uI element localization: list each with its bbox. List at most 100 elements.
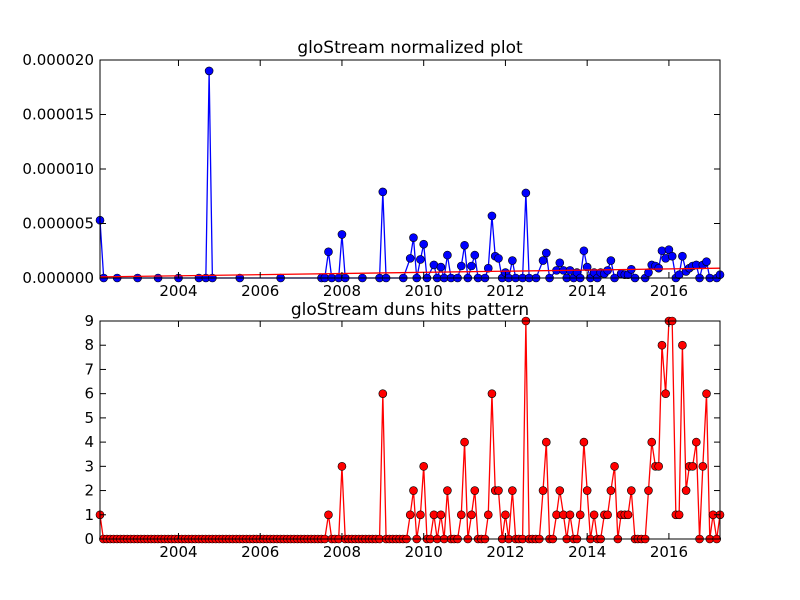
data-point-0-0-44 bbox=[483, 263, 493, 273]
x-tick-label-0-3: 2010 bbox=[405, 282, 443, 300]
data-point-1-0-67 bbox=[324, 510, 333, 520]
data-point-0-0-58 bbox=[541, 248, 551, 258]
data-point-1-0-115 bbox=[487, 389, 497, 398]
y-tick-label-0-4: 0.000020 bbox=[22, 51, 94, 69]
data-point-1-0-161 bbox=[644, 486, 653, 495]
data-point-1-0-114 bbox=[483, 510, 493, 520]
data-point-1-0-151 bbox=[610, 462, 619, 471]
data-point-1-0-143 bbox=[582, 486, 592, 495]
data-point-1-0-102 bbox=[443, 486, 452, 495]
data-point-1-0-166 bbox=[661, 389, 670, 398]
data-point-1-0-95 bbox=[419, 462, 428, 471]
bottom-chart-title: gloStream duns hits pattern bbox=[291, 300, 529, 320]
data-point-1-0-135 bbox=[555, 486, 565, 495]
data-point-1-0-142 bbox=[579, 437, 589, 447]
data-point-1-0-174 bbox=[688, 462, 697, 471]
data-point-1-0-149 bbox=[603, 510, 612, 520]
data-point-0-0-41 bbox=[470, 250, 480, 260]
data-point-1-0-172 bbox=[681, 486, 691, 495]
data-point-1-0-117 bbox=[494, 486, 503, 495]
data-point-0-0-47 bbox=[494, 254, 503, 263]
data-point-0-0-93 bbox=[674, 270, 684, 280]
data-point-1-0-156 bbox=[627, 486, 636, 495]
data-point-0-0-40 bbox=[467, 261, 476, 271]
y-tick-label-1-1: 1 bbox=[84, 506, 94, 524]
data-point-1-0-171 bbox=[678, 340, 687, 350]
data-point-1-0-175 bbox=[691, 437, 701, 447]
y-tick-label-1-6: 6 bbox=[84, 385, 94, 403]
x-tick-label-0-6: 2016 bbox=[650, 282, 688, 300]
data-point-1-0-178 bbox=[702, 389, 711, 398]
y-tick-label-0-3: 0.000015 bbox=[22, 106, 94, 124]
x-tick-label-0-5: 2014 bbox=[568, 282, 606, 300]
data-point-1-0-109 bbox=[467, 510, 476, 520]
data-point-0-0-25 bbox=[409, 233, 418, 242]
data-point-1-0-155 bbox=[623, 510, 633, 520]
data-point-1-0-71 bbox=[337, 462, 347, 471]
x-tick-label-1-3: 2010 bbox=[405, 543, 443, 561]
data-point-1-0-141 bbox=[575, 510, 585, 520]
data-point-0-0-32 bbox=[436, 262, 446, 272]
x-tick-label-1-1: 2006 bbox=[241, 543, 279, 561]
x-tick-label-0-0: 2004 bbox=[159, 282, 197, 300]
y-tick-label-1-5: 5 bbox=[84, 409, 94, 427]
data-point-1-0-138 bbox=[565, 510, 575, 520]
top-subplot: gloStream normalized plot 2004 2006 2008 20… bbox=[22, 38, 725, 300]
data-point-1-0-83 bbox=[378, 389, 388, 398]
data-point-1-0-107 bbox=[460, 437, 469, 447]
data-point-1-0-121 bbox=[508, 486, 517, 495]
y-tick-label-0-1: 0.000005 bbox=[22, 215, 94, 233]
bottom-plot-frame bbox=[99, 320, 721, 540]
data-point-0-0-68 bbox=[579, 246, 589, 256]
data-point-1-0-106 bbox=[456, 510, 466, 520]
data-point-1-0-100 bbox=[436, 510, 446, 520]
data-point-0-0-37 bbox=[456, 261, 466, 271]
data-point-1-0-145 bbox=[589, 510, 599, 520]
x-tick-label-1-6: 2016 bbox=[650, 543, 688, 561]
x-tick-label-0-2: 2008 bbox=[323, 282, 361, 300]
top-chart-title: gloStream normalized plot bbox=[297, 38, 523, 58]
data-point-1-0-92 bbox=[409, 486, 418, 495]
data-point-1-0-119 bbox=[501, 510, 510, 520]
data-point-0-0-8 bbox=[204, 66, 214, 76]
x-tick-label-1-0: 2004 bbox=[159, 543, 197, 561]
data-point-1-0-110 bbox=[470, 486, 480, 495]
y-tick-label-1-3: 3 bbox=[84, 457, 94, 475]
bottom-subplot: gloStream duns hits pattern 2004 2006 2008… bbox=[84, 300, 725, 561]
data-point-0-0-94 bbox=[678, 251, 687, 261]
bottom-y-ticks: 0 1 2 3 4 5 6 7 8 9 bbox=[84, 312, 720, 548]
bottom-x-ticks: 2004 2006 2008 2010 2012 2014 2016 bbox=[159, 321, 688, 561]
data-point-0-0-101 bbox=[702, 257, 711, 266]
x-tick-label-1-2: 2008 bbox=[323, 543, 361, 561]
data-point-0-0-28 bbox=[419, 239, 428, 249]
data-point-0-0-17 bbox=[337, 230, 347, 239]
data-point-1-0-131 bbox=[541, 437, 551, 447]
data-point-0-0-27 bbox=[416, 255, 425, 264]
series-line-0-1 bbox=[99, 267, 721, 278]
data-point-1-0-162 bbox=[647, 437, 657, 447]
data-point-1-0-165 bbox=[657, 340, 667, 350]
top-x-ticks: 2004 2006 2008 2010 2012 2014 2016 bbox=[159, 60, 688, 300]
data-point-0-0-61 bbox=[555, 258, 565, 268]
data-point-0-0-38 bbox=[460, 241, 469, 250]
y-tick-label-1-7: 7 bbox=[84, 360, 94, 378]
data-point-1-0-94 bbox=[416, 510, 425, 520]
y-tick-label-0-2: 0.000010 bbox=[22, 160, 94, 178]
data-point-0-0-76 bbox=[606, 256, 616, 265]
data-point-1-0-170 bbox=[674, 510, 684, 520]
data-point-1-0-91 bbox=[405, 510, 415, 520]
data-point-0-0-69 bbox=[582, 262, 592, 272]
data-point-0-0-51 bbox=[508, 256, 517, 265]
data-point-1-0-150 bbox=[606, 486, 616, 495]
data-point-0-0-54 bbox=[521, 188, 531, 198]
y-tick-label-1-0: 0 bbox=[84, 530, 94, 548]
x-tick-label-0-4: 2012 bbox=[486, 282, 524, 300]
series-0-1 bbox=[99, 267, 721, 278]
data-point-0-0-34 bbox=[443, 250, 452, 260]
data-point-1-0-164 bbox=[654, 462, 663, 471]
top-y-ticks: 0.000000 0.000005 0.000010 0.000015 0.000020 bbox=[22, 51, 720, 287]
data-point-0-0-91 bbox=[667, 251, 677, 261]
y-tick-label-0-0: 0.000000 bbox=[22, 269, 94, 287]
